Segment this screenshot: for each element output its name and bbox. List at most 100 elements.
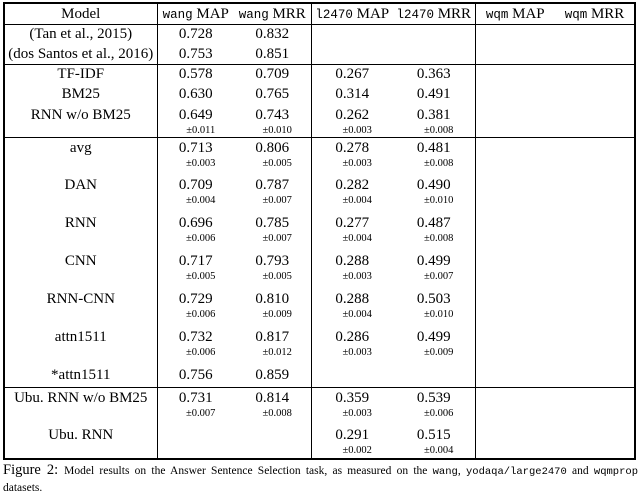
stderr: ±0.006	[186, 347, 216, 358]
metric-value: 0.503	[416, 291, 451, 307]
stderr: ±0.007	[424, 271, 454, 282]
dataset-name: wqm	[564, 7, 588, 22]
stderr: ±0.007	[262, 233, 292, 244]
empty-cell	[475, 104, 635, 138]
stderr: ±0.009	[424, 347, 454, 358]
metric-value: 0.499	[416, 253, 451, 269]
value-cell: 0.851	[234, 44, 312, 65]
value-cell	[311, 25, 393, 45]
figure-label: Figure 2:	[3, 462, 59, 478]
metric-value: 0.481	[416, 139, 451, 156]
stderr: ±0.004	[186, 195, 216, 206]
metric-value: 0.359	[335, 389, 370, 406]
value-cell: 0.499 ±0.007	[393, 251, 476, 289]
value-cell: 0.810 ±0.009	[234, 289, 312, 327]
value-cell	[234, 425, 312, 459]
value-cell: 0.731 ±0.007	[157, 387, 234, 425]
value-cell: 0.515 ±0.004	[393, 425, 476, 459]
table-row: Ubu. RNN 0.291 ±0.002 0.515 ±0.004	[4, 425, 635, 459]
stderr: ±0.007	[186, 407, 216, 419]
caption-text: datasets.	[3, 482, 43, 494]
figure-caption: Figure 2: Model results on the Answer Sen…	[3, 462, 638, 496]
empty-cell	[475, 289, 635, 327]
model-cell: attn1511	[4, 327, 158, 365]
value-cell: 0.793 ±0.005	[234, 251, 312, 289]
value-cell: 0.859	[234, 365, 312, 388]
value-cell: 0.649 ±0.011	[157, 104, 234, 138]
stderr: ±0.003	[342, 347, 372, 358]
value-cell: 0.277 ±0.004	[311, 213, 393, 251]
dataset-name: wang	[162, 7, 193, 22]
empty-cell	[475, 44, 635, 65]
model-cell: Ubu. RNN w/o BM25	[4, 387, 158, 425]
value-cell: 0.806 ±0.005	[234, 137, 312, 175]
metric-value: 0.696	[178, 215, 213, 231]
model-cell: RNN w/o BM25	[4, 104, 158, 138]
value-cell: 0.717 ±0.005	[157, 251, 234, 289]
metric-value: 0.282	[335, 177, 370, 193]
model-cell: DAN	[4, 175, 158, 213]
empty-cell	[475, 25, 635, 45]
stderr: ±0.003	[186, 157, 216, 169]
stderr: ±0.007	[262, 195, 292, 206]
caption-text: ,	[457, 465, 466, 477]
metric-value: 0.814	[255, 389, 290, 406]
stderr: ±0.010	[424, 195, 454, 206]
stderr: ±0.006	[186, 309, 216, 320]
value-cell: 0.499 ±0.009	[393, 327, 476, 365]
stderr: ±0.009	[262, 309, 292, 320]
value-cell: 0.291 ±0.002	[311, 425, 393, 459]
metric-value: 0.262	[335, 106, 370, 123]
table-row: (Tan et al., 2015) 0.728 0.832	[4, 24, 635, 45]
stderr: ±0.008	[262, 407, 292, 419]
empty-cell	[475, 137, 635, 175]
value-cell: 0.539 ±0.006	[393, 387, 476, 425]
dataset-name-yodaqa: yodaqa/large2470	[465, 466, 567, 478]
metric-value: 0.817	[255, 329, 290, 345]
value-cell: 0.578	[178, 66, 213, 83]
value-cell: 0.630	[178, 86, 213, 102]
value-cell: 0.709	[234, 64, 312, 85]
model-cell: (Tan et al., 2015)	[4, 24, 158, 45]
stderr: ±0.003	[342, 124, 372, 136]
metric-name: MAP	[196, 5, 229, 22]
column-header-l2470-map: l2470 MAP	[311, 3, 393, 25]
model-cell: BM25	[4, 84, 158, 105]
value-cell: 0.288 ±0.003	[311, 251, 393, 289]
value-cell: 0.696 ±0.006	[157, 213, 234, 251]
stderr: ±0.002	[342, 445, 372, 456]
value-cell: 0.832	[234, 24, 312, 45]
column-header-wang-map: wang MAP	[157, 3, 234, 25]
empty-cell	[475, 213, 635, 251]
metric-name: MAP	[512, 5, 545, 22]
empty-cell	[475, 387, 635, 425]
metric-value: 0.732	[178, 329, 213, 345]
column-header-wqm-mrr: wqm MRR	[555, 3, 635, 25]
value-cell: 0.363	[393, 64, 476, 85]
stderr: ±0.008	[424, 157, 454, 169]
model-cell: *attn1511	[4, 365, 158, 388]
model-cell: RNN	[4, 213, 158, 251]
metric-value: 0.487	[416, 215, 451, 231]
metric-value: 0.277	[335, 215, 370, 231]
stderr: ±0.008	[424, 233, 454, 244]
column-header-wqm-map: wqm MAP	[475, 3, 555, 25]
metric-value: 0.810	[255, 291, 290, 307]
value-cell: 0.732 ±0.006	[157, 327, 234, 365]
table-row: *attn1511 0.756 0.859	[4, 365, 635, 388]
model-cell: Ubu. RNN	[4, 425, 158, 459]
value-cell: 0.503 ±0.010	[393, 289, 476, 327]
dataset-name-wqmprop: wqmprop	[593, 466, 638, 478]
empty-cell	[475, 65, 635, 85]
column-header-wang-mrr: wang MRR	[234, 3, 312, 25]
metric-value: 0.278	[335, 139, 370, 156]
stderr: ±0.003	[342, 407, 372, 419]
value-cell: 0.359 ±0.003	[311, 387, 393, 425]
value-cell: 0.288 ±0.004	[311, 289, 393, 327]
value-cell: 0.817 ±0.012	[234, 327, 312, 365]
metric-value: 0.649	[178, 106, 213, 123]
empty-cell	[475, 175, 635, 213]
table-row: DAN 0.709 ±0.004 0.787 ±0.007 0.282 ±0.004 …	[4, 175, 635, 213]
value-cell	[393, 24, 476, 45]
model-cell: RNN-CNN	[4, 289, 158, 327]
